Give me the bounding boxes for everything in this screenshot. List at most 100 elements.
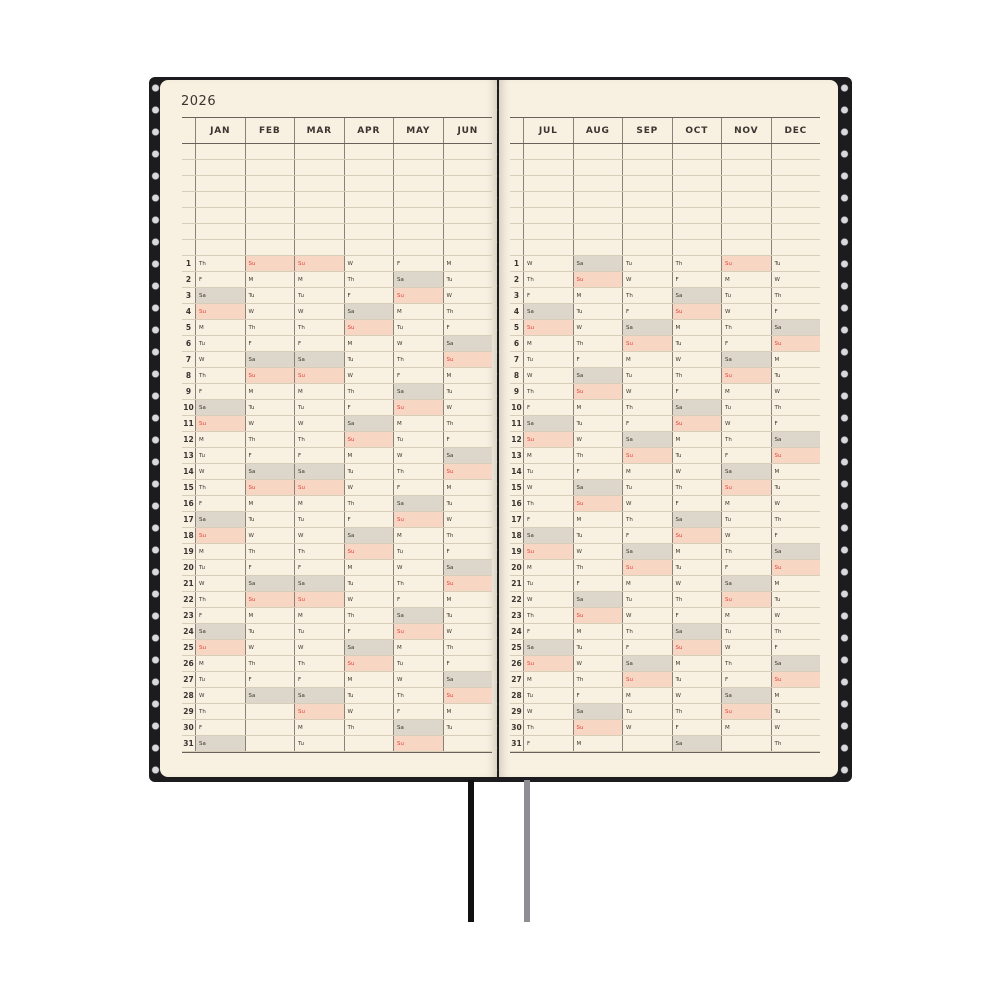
day-cell[interactable]: Th (446, 644, 454, 651)
day-cell[interactable]: M (446, 596, 452, 603)
day-cell[interactable]: Th (246, 544, 295, 559)
notes-cell[interactable] (246, 240, 295, 255)
bookmark-ribbon-black[interactable] (468, 780, 474, 922)
notes-cell[interactable] (295, 208, 345, 223)
day-cell[interactable]: Su (672, 416, 722, 431)
day-cell[interactable]: M (722, 496, 772, 511)
day-cell[interactable]: Th (722, 320, 772, 335)
day-cell[interactable]: Th (246, 320, 295, 335)
day-cell[interactable]: Su (394, 512, 444, 527)
day-cell[interactable]: W (345, 704, 394, 719)
day-cell[interactable]: W (673, 464, 722, 479)
day-cell[interactable]: Th (196, 368, 246, 383)
day-cell[interactable]: W (246, 416, 295, 431)
day-cell[interactable]: Sa (443, 448, 492, 463)
day-cell[interactable]: M (394, 304, 444, 319)
notes-cell[interactable] (394, 240, 444, 255)
day-cell[interactable]: M (446, 260, 452, 267)
day-cell[interactable]: F (345, 512, 394, 527)
day-cell[interactable]: F (345, 624, 394, 639)
day-cell[interactable]: F (295, 448, 345, 463)
notes-cell[interactable] (574, 176, 623, 191)
notes-cell[interactable] (722, 192, 772, 207)
notes-cell[interactable] (345, 176, 394, 191)
day-cell[interactable]: Th (673, 704, 722, 719)
day-cell[interactable]: M (722, 608, 772, 623)
notes-cell[interactable] (345, 192, 394, 207)
day-cell[interactable]: Tu (295, 624, 345, 639)
day-cell[interactable]: Th (196, 592, 246, 607)
day-cell[interactable] (246, 704, 295, 719)
day-cell[interactable]: M (673, 432, 722, 447)
day-cell[interactable]: Tu (574, 304, 623, 319)
notes-cell[interactable] (345, 224, 394, 239)
day-cell[interactable]: Th (394, 576, 444, 591)
day-cell[interactable]: Th (774, 628, 782, 635)
day-cell[interactable]: Th (673, 592, 722, 607)
day-cell[interactable]: M (446, 708, 452, 715)
notes-cell[interactable] (772, 160, 821, 175)
notes-cell[interactable] (196, 192, 246, 207)
day-cell[interactable]: W (446, 628, 452, 635)
day-cell[interactable]: Sa (196, 736, 246, 751)
day-cell[interactable]: F (345, 400, 394, 415)
day-cell[interactable]: Tu (394, 432, 444, 447)
day-cell[interactable]: Sa (295, 352, 345, 367)
day-cell[interactable]: Tu (295, 400, 345, 415)
day-cell[interactable]: Tu (574, 528, 623, 543)
day-cell[interactable]: Sa (394, 272, 444, 287)
day-cell[interactable]: Sa (672, 736, 722, 751)
day-cell[interactable]: F (574, 464, 623, 479)
day-cell[interactable]: Tu (673, 672, 722, 687)
day-cell[interactable]: Tu (574, 640, 623, 655)
day-cell[interactable]: Th (345, 384, 394, 399)
day-cell[interactable]: Tu (196, 336, 246, 351)
day-cell[interactable]: Sa (524, 640, 574, 655)
notes-cell[interactable] (623, 144, 673, 159)
day-cell[interactable]: M (196, 432, 246, 447)
notes-cell[interactable] (295, 144, 345, 159)
notes-cell[interactable] (246, 208, 295, 223)
day-cell[interactable]: Th (673, 256, 722, 271)
day-cell[interactable]: Su (722, 368, 772, 383)
day-cell[interactable]: M (774, 692, 780, 699)
day-cell[interactable]: F (774, 420, 778, 427)
day-cell[interactable]: Sa (672, 400, 722, 415)
day-cell[interactable]: W (623, 720, 673, 735)
notes-cell[interactable] (524, 192, 574, 207)
day-cell[interactable]: Su (443, 576, 492, 591)
notes-cell[interactable] (574, 160, 623, 175)
day-cell[interactable]: Th (246, 656, 295, 671)
day-cell[interactable]: F (246, 336, 295, 351)
notes-cell[interactable] (394, 176, 444, 191)
notes-cell[interactable] (295, 176, 345, 191)
day-cell[interactable]: M (574, 400, 623, 415)
notes-cell[interactable] (444, 160, 493, 175)
day-cell[interactable]: Tu (246, 288, 295, 303)
day-cell[interactable]: M (623, 352, 673, 367)
day-cell[interactable]: Tu (524, 352, 574, 367)
notes-cell[interactable] (772, 192, 821, 207)
notes-cell[interactable] (394, 208, 444, 223)
day-cell[interactable]: Th (673, 368, 722, 383)
day-cell[interactable]: F (722, 672, 772, 687)
day-cell[interactable]: Tu (394, 320, 444, 335)
day-cell[interactable]: F (345, 288, 394, 303)
day-cell[interactable]: M (774, 468, 780, 475)
day-cell[interactable]: Su (623, 672, 673, 687)
day-cell[interactable]: Tu (673, 448, 722, 463)
day-cell[interactable]: Su (394, 736, 444, 751)
day-cell[interactable]: M (295, 272, 345, 287)
day-cell[interactable]: Tu (345, 352, 394, 367)
notes-cell[interactable] (394, 192, 444, 207)
notes-cell[interactable] (722, 224, 772, 239)
day-cell[interactable]: Th (394, 464, 444, 479)
notes-cell[interactable] (722, 208, 772, 223)
notes-cell[interactable] (574, 192, 623, 207)
day-cell[interactable]: W (394, 336, 444, 351)
day-cell[interactable]: Tu (623, 368, 673, 383)
notes-cell[interactable] (444, 192, 493, 207)
day-cell[interactable]: Th (722, 656, 772, 671)
day-cell[interactable]: Tu (295, 512, 345, 527)
day-cell[interactable]: F (524, 400, 574, 415)
